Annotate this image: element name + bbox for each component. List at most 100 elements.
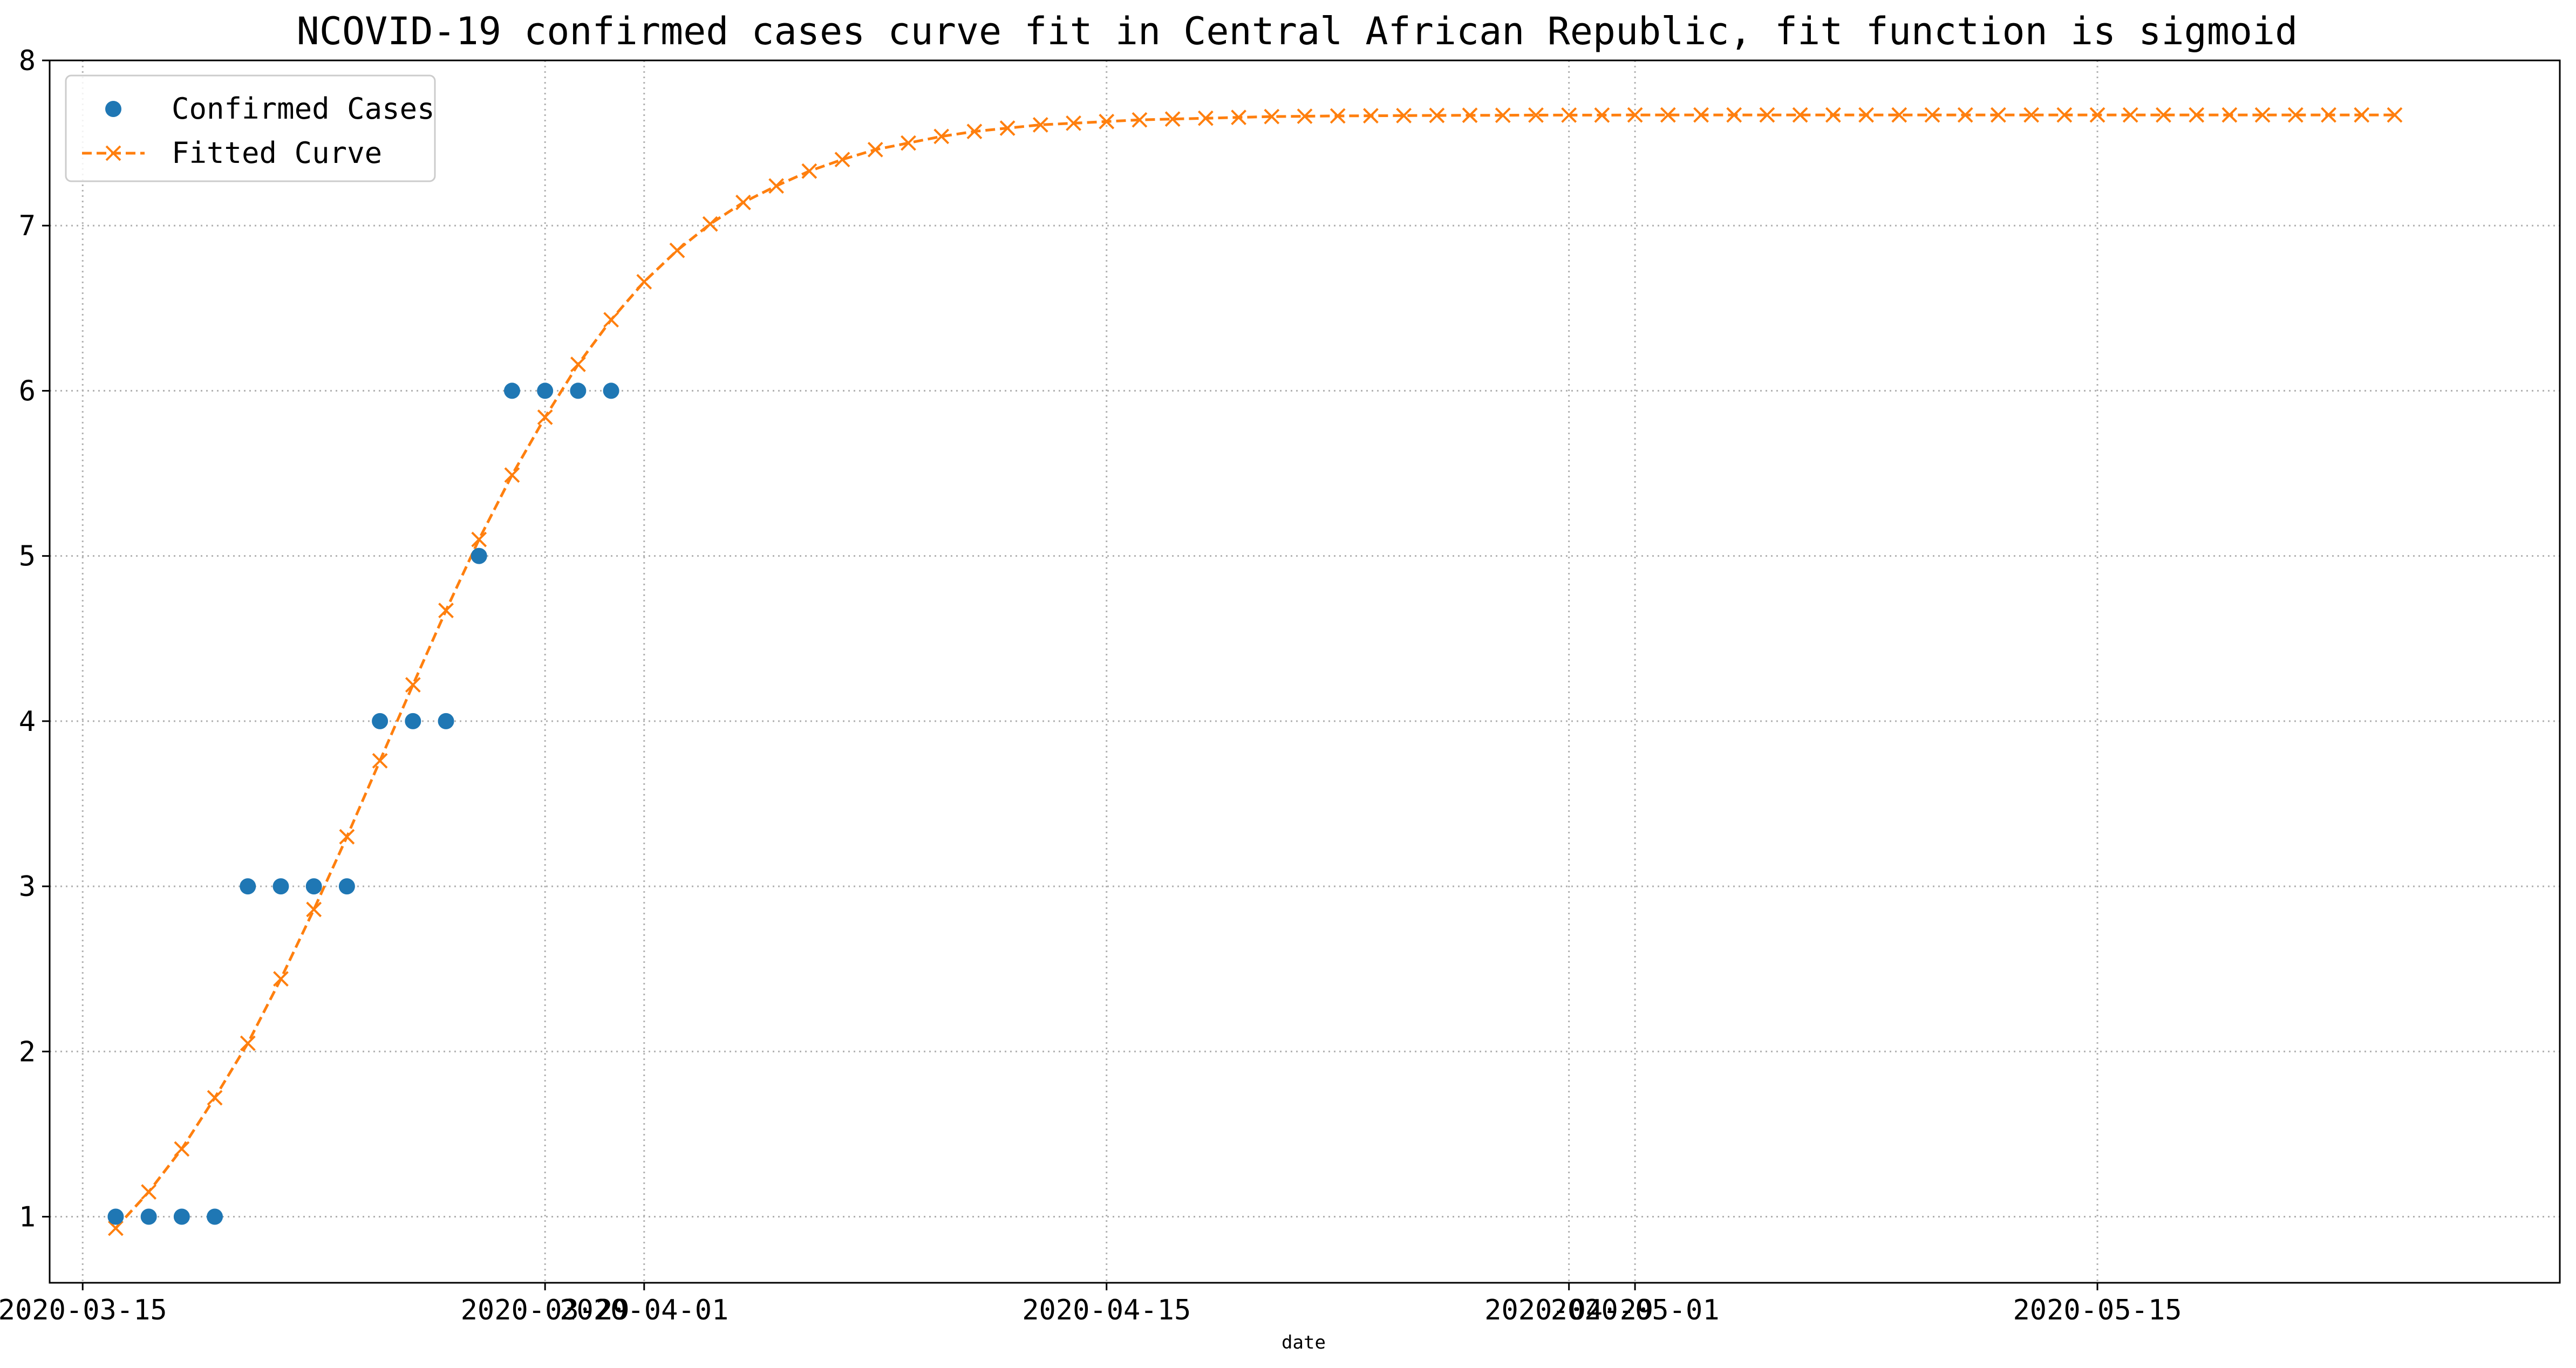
fitted-curve-marker bbox=[339, 829, 355, 845]
fitted-curve-marker bbox=[1297, 108, 1313, 124]
plot-frame bbox=[49, 59, 2561, 1284]
fitted-curve-marker-stroke bbox=[2156, 107, 2171, 123]
x-tick-label: 2020-04-29 bbox=[1484, 1294, 1653, 1326]
fitted-curve-marker-stroke bbox=[1197, 110, 1214, 126]
fitted-curve-marker bbox=[1792, 107, 1808, 123]
fitted-curve-marker-stroke bbox=[537, 409, 553, 425]
y-axis-ticks: 1 2 3 4 5 6 7 8 bbox=[19, 45, 50, 1234]
fitted-curve-marker-stroke bbox=[834, 152, 850, 168]
fitted-curve-marker-stroke bbox=[1891, 107, 1907, 123]
fitted-curve-marker-stroke bbox=[669, 242, 685, 258]
confirmed-case-point bbox=[405, 713, 421, 729]
fitted-curve-marker bbox=[471, 531, 487, 548]
confirmed-case-point bbox=[338, 878, 355, 895]
fitted-curve-marker bbox=[1693, 107, 1709, 123]
fitted-curve-marker bbox=[1858, 107, 1874, 123]
fitted-curve-marker bbox=[1231, 110, 1246, 126]
fitted-curve-marker bbox=[1660, 107, 1676, 123]
confirmed-case-point bbox=[305, 878, 322, 895]
fitted-curve-marker bbox=[2387, 107, 2403, 123]
confirmed-case-point bbox=[207, 1208, 223, 1225]
fitted-curve-marker bbox=[2321, 107, 2336, 123]
fitted-curve-marker-stroke bbox=[2254, 107, 2271, 123]
fitted-curve-marker-stroke bbox=[1164, 111, 1181, 127]
fitted-curve-marker bbox=[1759, 107, 1775, 123]
fitted-curve-marker bbox=[1924, 107, 1940, 123]
fitted-curve-marker-stroke bbox=[1726, 107, 1742, 123]
fitted-curve-marker-stroke bbox=[2287, 107, 2304, 123]
fitted-curve-marker-stroke bbox=[2321, 107, 2336, 123]
fitted-curve-marker-stroke bbox=[1660, 107, 1676, 123]
fitted-curve-marker bbox=[1164, 111, 1181, 127]
y-tick-label: 8 bbox=[19, 45, 36, 77]
fitted-curve-marker bbox=[2287, 107, 2304, 123]
fitted-curve-marker bbox=[207, 1090, 223, 1106]
fitted-curve-marker-stroke bbox=[108, 1220, 124, 1236]
fitted-curve-marker bbox=[1957, 107, 1973, 123]
fitted-curve-marker-stroke bbox=[1330, 108, 1346, 124]
confirmed-cases-series bbox=[107, 382, 619, 1225]
fitted-curve-marker bbox=[1627, 107, 1643, 123]
fitted-curve-series bbox=[108, 107, 2403, 1236]
fitted-curve-line bbox=[114, 113, 2395, 1229]
fitted-curve-marker-stroke bbox=[1792, 107, 1808, 123]
fitted-curve-marker bbox=[306, 901, 322, 918]
confirmed-case-point bbox=[603, 382, 619, 399]
fitted-curve-marker bbox=[1132, 112, 1148, 128]
axes bbox=[49, 59, 2561, 1284]
fitted-curve-marker bbox=[405, 677, 421, 693]
fitted-curve-marker-stroke bbox=[471, 531, 487, 548]
fitted-curve-marker-stroke bbox=[207, 1090, 223, 1106]
fitted-curve-marker-stroke bbox=[504, 467, 520, 483]
x-tick-label: 2020-05-15 bbox=[2013, 1294, 2182, 1326]
fitted-curve-marker-stroke bbox=[372, 753, 388, 769]
fitted-curve-marker bbox=[108, 1220, 124, 1236]
confirmed-case-point bbox=[240, 878, 256, 895]
fitted-curve-marker bbox=[372, 753, 388, 769]
fitted-curve-marker-stroke bbox=[1429, 107, 1445, 124]
fitted-curve-marker bbox=[1991, 107, 2006, 123]
fitted-curve-marker-stroke bbox=[141, 1184, 157, 1200]
fitted-curve-marker-stroke bbox=[1231, 110, 1246, 126]
y-tick-label: 6 bbox=[19, 375, 36, 407]
fitted-curve-marker bbox=[669, 242, 685, 258]
confirmed-case-point bbox=[372, 713, 389, 729]
fitted-curve-marker bbox=[537, 409, 553, 425]
fitted-curve-marker bbox=[2354, 107, 2370, 123]
fitted-curve-marker bbox=[1561, 107, 1577, 123]
legend-label-fitted: Fitted Curve bbox=[172, 136, 382, 170]
fitted-curve-marker bbox=[1330, 108, 1346, 124]
fitted-curve-marker bbox=[1396, 107, 1412, 124]
fitted-curve-marker-stroke bbox=[1627, 107, 1643, 123]
fitted-curve-marker bbox=[801, 163, 817, 179]
y-tick-label: 4 bbox=[19, 706, 36, 738]
fitted-curve-marker-stroke bbox=[2056, 107, 2073, 123]
fitted-curve-marker-stroke bbox=[1957, 107, 1973, 123]
confirmed-case-point bbox=[503, 382, 520, 399]
fitted-curve-marker-stroke bbox=[306, 901, 322, 918]
legend-marker-confirmed bbox=[105, 101, 121, 117]
fitted-curve-marker-stroke bbox=[1991, 107, 2006, 123]
fitted-curve-marker-stroke bbox=[2122, 107, 2138, 123]
fitted-curve-marker bbox=[570, 357, 586, 372]
fitted-curve-marker-stroke bbox=[1924, 107, 1940, 123]
fitted-curve-marker-stroke bbox=[1759, 107, 1775, 123]
fitted-curve-marker bbox=[1099, 113, 1115, 129]
fitted-curve-marker bbox=[636, 273, 652, 290]
legend-box bbox=[65, 74, 436, 182]
x-tick-label: 2020-04-01 bbox=[560, 1294, 728, 1326]
fitted-curve-marker bbox=[901, 135, 916, 151]
y-tick-label: 1 bbox=[19, 1201, 36, 1234]
x-tick-label: 2020-03-29 bbox=[461, 1294, 630, 1326]
x-axis-label: date bbox=[1282, 1332, 1326, 1353]
fitted-curve-marker bbox=[1032, 117, 1048, 133]
fitted-curve-marker-stroke bbox=[999, 120, 1016, 136]
fitted-curve-marker bbox=[2221, 107, 2238, 123]
fitted-curve-marker-stroke bbox=[1066, 115, 1081, 131]
fitted-curve-marker bbox=[603, 312, 619, 328]
fitted-curve-marker bbox=[999, 120, 1016, 136]
fitted-curve-marker-stroke bbox=[933, 128, 950, 145]
fitted-curve-marker-stroke bbox=[405, 677, 421, 693]
fitted-curve-marker-stroke bbox=[1363, 108, 1379, 124]
fitted-curve-marker-stroke bbox=[438, 603, 454, 619]
